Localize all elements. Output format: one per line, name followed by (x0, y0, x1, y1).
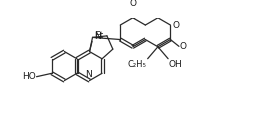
Text: N: N (85, 70, 92, 79)
Text: O: O (129, 0, 136, 8)
Text: N: N (94, 32, 101, 41)
Text: O: O (180, 42, 187, 51)
Text: HO: HO (22, 72, 36, 81)
Text: C₂H₅: C₂H₅ (128, 60, 147, 69)
Text: Et: Et (94, 31, 103, 41)
Text: O: O (172, 21, 179, 30)
Text: OH: OH (169, 60, 183, 69)
